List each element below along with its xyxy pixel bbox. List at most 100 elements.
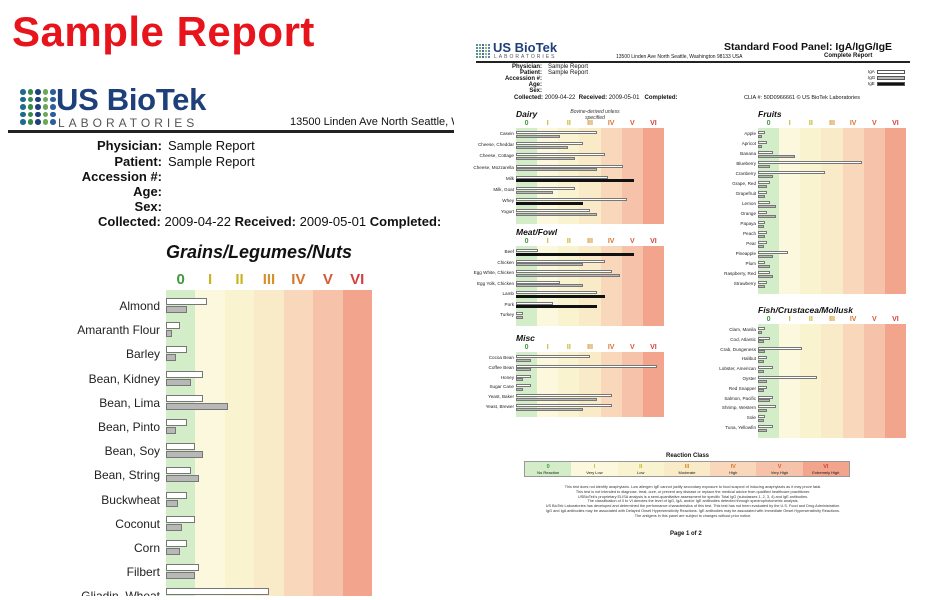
scale-label: I (208, 271, 213, 288)
reaction-class-name: Very High (770, 469, 789, 475)
row-label-barley: Barley (125, 347, 160, 362)
igg-bar (758, 224, 764, 228)
lab-address: 13500 Linden Ave North Seattle, Washingt… (616, 54, 743, 60)
row-label-grape-red: Grape, Red (732, 181, 756, 186)
disclaimer-line: This test is not intended to diagnose, t… (575, 489, 811, 494)
iga-bar (516, 142, 583, 146)
iga-bar (758, 261, 766, 264)
ige-bar (516, 305, 598, 308)
iga-bar (758, 181, 770, 184)
scale-label: V (629, 344, 635, 351)
igg-bar (166, 354, 177, 362)
iga-bar (758, 141, 767, 144)
iga-bar (166, 394, 204, 402)
igg-bar (758, 204, 776, 208)
igg-bar (758, 174, 773, 178)
row-label-corn: Corn (133, 541, 160, 555)
row-label-lemon: Lemon (741, 201, 756, 206)
header-divider (476, 61, 910, 63)
row-label-yeast-brewer: Yeast, Brewer (485, 404, 514, 409)
iga-bar (516, 175, 608, 179)
iga-bar (758, 415, 766, 419)
igg-bar (758, 399, 770, 403)
reaction-zone-background (758, 128, 906, 294)
section-note: Bovine-derived unless specified (570, 109, 620, 121)
iga-bar (758, 327, 766, 330)
reaction-class-name: No Reaction (537, 469, 560, 475)
reaction-class-high: IV High (710, 462, 757, 476)
iga-bar (166, 443, 195, 451)
received-label: Received: (578, 95, 608, 101)
iga-bar (758, 161, 862, 164)
reaction-class-extremely-high: VI Extremely High (802, 462, 849, 476)
reaction-zone-band (884, 128, 906, 294)
iga-bar (166, 564, 199, 572)
row-label-bean-lima: Bean, Lima (99, 395, 160, 410)
scale-label: I (546, 238, 549, 245)
legend-igg: IgG (868, 75, 906, 80)
collected-value: 2009-04-22 (544, 95, 576, 101)
header-divider (8, 130, 454, 133)
igg-bar (516, 145, 568, 149)
lab-logo-small: US BioTek LABORATORIES (476, 41, 557, 60)
scale-label: IV (849, 316, 857, 323)
row-label-yogurt: Yogurt (500, 209, 514, 215)
iga-bar (516, 364, 657, 368)
disclaimer-line: The classification of 0 to VI denotes th… (587, 499, 799, 504)
scale-label: III (587, 120, 593, 127)
row-label-papaya: Papaya (740, 221, 756, 226)
reaction-zone-band (779, 324, 801, 438)
iga-bar (166, 322, 181, 330)
scale-label: III (829, 120, 835, 127)
row-label-whey: Whey (502, 198, 514, 204)
scale-label: IV (291, 271, 306, 288)
scale-label: II (808, 120, 813, 127)
reaction-scale-header: 0 I II III IV V VI (166, 268, 372, 292)
reaction-class-name: Moderate (678, 469, 696, 475)
igg-bar (758, 418, 764, 422)
reaction-zone-background (166, 290, 372, 596)
collected-label: Collected: (514, 95, 544, 101)
reaction-zone-band (195, 290, 225, 596)
iga-bar (758, 171, 825, 174)
reaction-zone-band (224, 290, 255, 596)
row-label-cranberry: Cranberry (735, 171, 756, 176)
physician-label: Physician: (511, 64, 542, 70)
iga-bar (758, 211, 767, 214)
physician-label: Physician: (96, 138, 162, 153)
igg-bar (166, 572, 195, 580)
iga-bar (758, 366, 773, 370)
igg-bar (516, 156, 576, 160)
iga-bar (758, 131, 766, 134)
section-title: Fruits (758, 109, 782, 119)
iga-bar (758, 271, 770, 274)
row-label-chicken: Chicken (497, 259, 514, 265)
iga-bar (758, 241, 767, 244)
row-label-cod-atlantic: Cod, Atlantic (730, 336, 756, 342)
slide-title: Sample Report (12, 8, 315, 55)
iga-bar (516, 164, 623, 168)
row-label-pear: Pear (746, 241, 756, 246)
scale-label: II (566, 238, 571, 245)
collected-label: Collected: (98, 214, 161, 229)
iga-bar (758, 251, 788, 254)
received-value: 2009-05-01 (608, 95, 640, 101)
igg-bar (758, 359, 764, 363)
igg-bar (516, 397, 598, 401)
disclaimer-line: The antigens in this panel are subject t… (634, 513, 752, 518)
reaction-zone-band (642, 352, 664, 417)
row-label-egg-yolk-chicken: Egg Yolk, Chicken (476, 280, 514, 286)
accession-label: Accession #: (504, 76, 542, 82)
reaction-zone-band (313, 290, 343, 596)
reaction-scale-header: 0 I II III IV V VI (758, 119, 906, 128)
row-label-halibut: Halibut (741, 356, 756, 362)
scale-label: V (629, 120, 635, 127)
row-label-cheese-mozzarella: Cheese, Mozzarella (473, 164, 514, 170)
iga-bar (758, 405, 776, 409)
row-label-red-snapper: Red Snapper (728, 385, 756, 391)
igg-bar (166, 306, 187, 313)
reaction-class-number: I (593, 463, 596, 470)
row-label-apricot: Apricot (741, 141, 756, 146)
row-label-almond: Almond (119, 299, 160, 313)
disclaimer-text: This test does not identify anaphylaxis.… (496, 485, 890, 519)
